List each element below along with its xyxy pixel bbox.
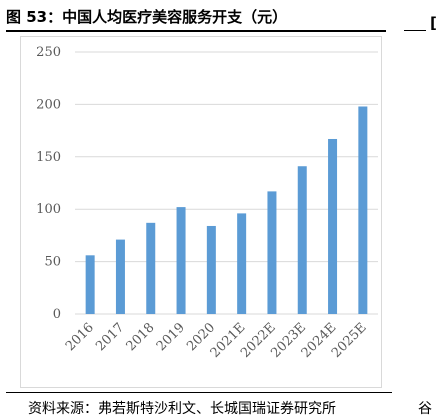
y-tick-label: 0	[53, 307, 61, 322]
bar-2025E	[358, 106, 368, 314]
bars	[85, 106, 368, 314]
x-tick-label: 2018	[124, 320, 158, 354]
gridlines	[75, 51, 378, 315]
y-axis-ticks: 0 50 100 150 200 250	[36, 45, 61, 322]
caption-underline	[6, 30, 386, 32]
x-axis-ticks: 201620172018201920202021E2022E2023E2024E…	[63, 320, 370, 361]
bar-2024E	[328, 138, 338, 314]
source-note: 资料来源：弗若斯特沙利文、长城国瑞证券研究所	[28, 401, 336, 417]
x-tick-label: 2025E	[329, 320, 370, 361]
chart-caption: 图 53：中国人均医疗美容服务开支（元）	[6, 8, 288, 26]
x-tick-label: 2019	[154, 320, 188, 354]
bar-2019	[176, 207, 186, 314]
bar-2020	[206, 225, 216, 314]
adjacent-figure-fragment: [	[404, 14, 436, 34]
y-tick-label: 100	[36, 202, 61, 217]
bar-2023E	[297, 166, 307, 314]
fragment-rule	[404, 30, 426, 31]
fragment-glyph: [	[430, 14, 436, 32]
bar-chart: 0 50 100 150 200 250 201620172018201920202021…	[36, 45, 378, 361]
x-tick-label: 2016	[63, 320, 97, 354]
bar-2017	[115, 239, 125, 314]
y-tick-label: 50	[44, 255, 61, 270]
source-separator	[6, 392, 392, 393]
y-tick-label: 150	[36, 150, 61, 165]
chart-frame	[20, 36, 382, 388]
bar-2022E	[267, 191, 277, 314]
y-tick-label: 250	[36, 45, 61, 60]
bar-2021E	[237, 213, 247, 314]
y-tick-label: 200	[36, 97, 61, 112]
adjacent-source-fragment: 谷	[418, 401, 432, 417]
x-tick-label: 2017	[93, 320, 127, 354]
bar-2016	[85, 255, 95, 314]
bar-2018	[146, 222, 156, 314]
